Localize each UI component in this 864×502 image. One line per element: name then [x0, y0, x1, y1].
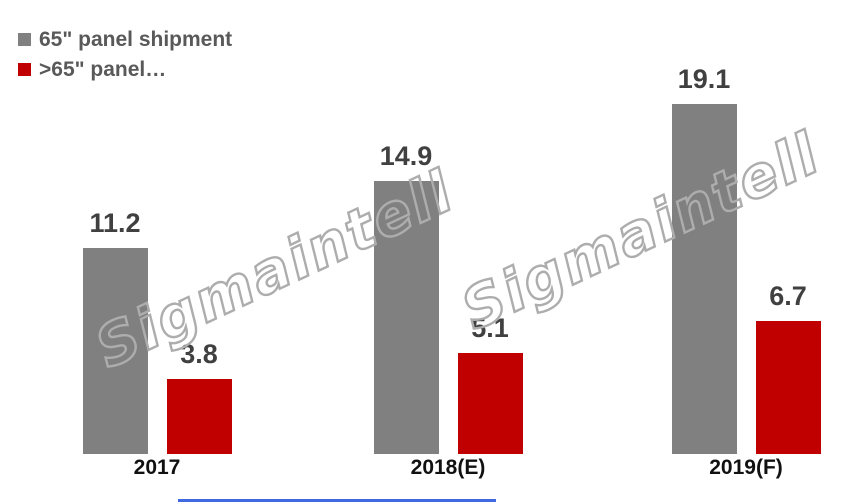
- legend-label: 65" panel shipment: [39, 27, 233, 51]
- legend-swatch-red: [18, 62, 31, 76]
- value-label-red-2019(F): 6.7: [769, 281, 807, 311]
- gray-bar-2018(E): [373, 181, 439, 454]
- legend-label: >65" panel…: [39, 57, 167, 81]
- red-bar-2018(E): [457, 353, 523, 454]
- value-label-gray-2017: 11.2: [89, 208, 141, 238]
- gray-bar-2019(F): [671, 104, 737, 454]
- legend-swatch-gray: [18, 32, 31, 46]
- x-axis-label-2019(F): 2019(F): [709, 456, 783, 479]
- value-label-gray-2019(F): 19.1: [677, 64, 731, 94]
- red-bar-2019(F): [755, 321, 821, 454]
- bottom-underline: [178, 499, 496, 502]
- x-axis-label-2017: 2017: [133, 456, 181, 479]
- legend: 65" panel shipment >65" panel…: [18, 24, 232, 84]
- x-axis-label-2018(E): 2018(E): [410, 456, 486, 479]
- gray-bar-2017: [82, 248, 148, 454]
- value-label-gray-2018(E): 14.9: [379, 141, 433, 171]
- legend-item-gt65-panel: >65" panel…: [18, 54, 232, 84]
- value-label-red-2018(E): 5.1: [471, 313, 509, 343]
- legend-item-65-panel: 65" panel shipment: [18, 24, 232, 54]
- value-label-red-2017: 3.8: [180, 339, 218, 369]
- red-bar-2017: [166, 379, 232, 454]
